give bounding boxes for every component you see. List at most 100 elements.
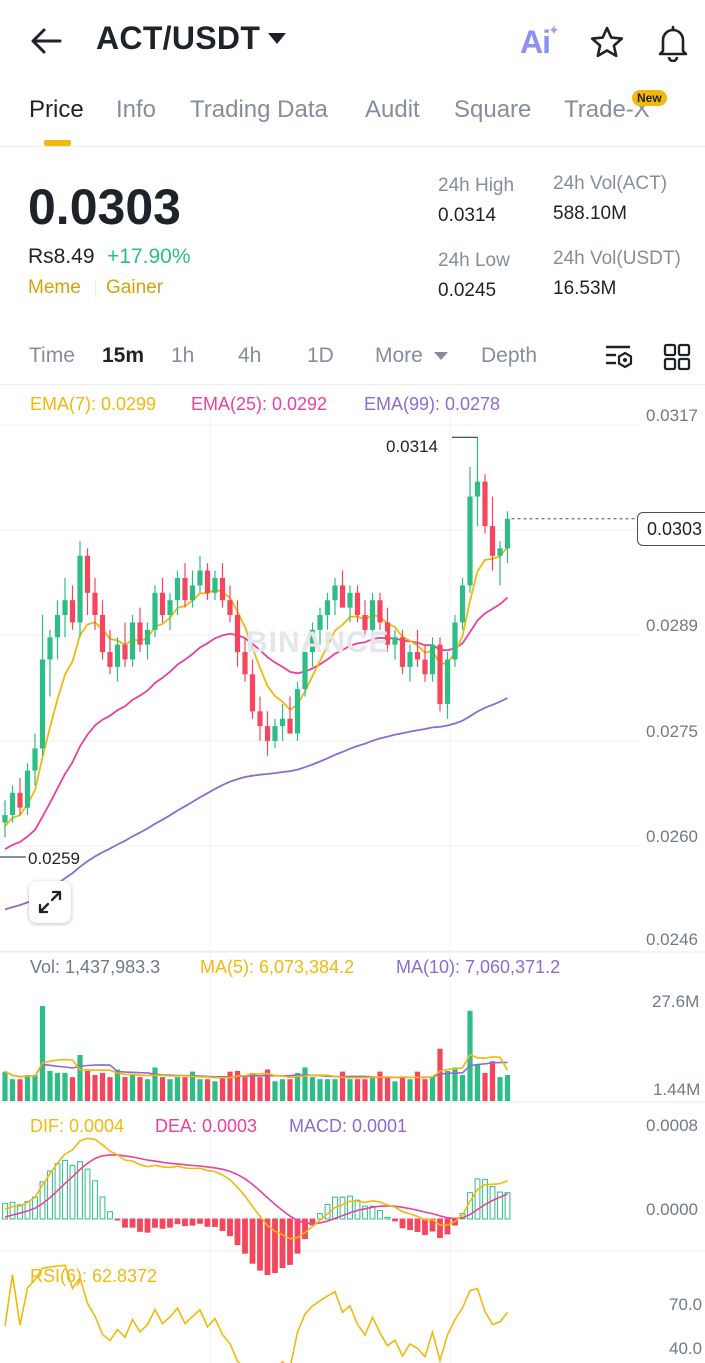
- tab-trading-data[interactable]: Trading Data: [190, 96, 328, 123]
- high-label: 24h High: [438, 175, 515, 196]
- volume-bar: [54, 1072, 61, 1101]
- macd-histogram-bar: [182, 1218, 188, 1227]
- macd-histogram-bar: [159, 1218, 166, 1229]
- volume-bar: [294, 1072, 301, 1101]
- volume-bar: [62, 1072, 68, 1101]
- volume-bar: [17, 1079, 23, 1101]
- candle: [9, 792, 16, 816]
- macd-histogram-bar: [437, 1218, 443, 1239]
- tab-indicator: [44, 140, 71, 146]
- vol-quote-value: 16.53M: [553, 278, 617, 299]
- macd-histogram-bar: [2, 1202, 8, 1220]
- ai-icon[interactable]: Ai: [520, 24, 551, 60]
- layout-button[interactable]: [662, 342, 692, 372]
- star-button[interactable]: [588, 24, 626, 62]
- volume-bar: [9, 1079, 16, 1101]
- candle: [489, 526, 496, 556]
- interval-1h[interactable]: 1h: [171, 344, 195, 367]
- macd-histogram-bar: [377, 1210, 383, 1220]
- candle: [437, 644, 443, 704]
- volume-bar: [197, 1079, 203, 1101]
- candle: [474, 481, 481, 497]
- macd-histogram-bar: [152, 1218, 158, 1228]
- interval-15m[interactable]: 15m: [102, 344, 145, 367]
- candle: [279, 718, 286, 727]
- volume-bar: [317, 1079, 323, 1101]
- macd-histogram-bar: [264, 1218, 271, 1276]
- volume-bar: [182, 1077, 188, 1101]
- divider: [0, 384, 705, 385]
- candle: [482, 481, 488, 527]
- macd-histogram-bar: [497, 1191, 503, 1220]
- tab-depth[interactable]: Depth: [481, 344, 538, 367]
- volume-bar: [249, 1072, 256, 1101]
- tag-meme[interactable]: Meme: [28, 277, 81, 298]
- vol-base-value: 588.10M: [553, 203, 627, 224]
- macd-histogram-bar: [504, 1192, 511, 1220]
- interval-1d[interactable]: 1D: [307, 344, 334, 367]
- volume-bar: [129, 1075, 136, 1101]
- low-marker: 0.0259: [28, 849, 80, 868]
- volume-bar: [392, 1081, 398, 1101]
- chart-settings-icon: [606, 345, 633, 369]
- tab-price[interactable]: Price: [29, 96, 84, 123]
- candle: [99, 615, 106, 653]
- volume-bar: [227, 1071, 233, 1101]
- tag-gainer[interactable]: Gainer: [106, 277, 164, 298]
- candle: [317, 615, 323, 630]
- volume-bar: [332, 1079, 338, 1101]
- ema25-line: [4, 596, 509, 850]
- chart-settings-button[interactable]: [604, 342, 634, 372]
- macd-histogram-bar: [309, 1218, 316, 1226]
- volume-bar: [279, 1079, 286, 1101]
- interval-time[interactable]: Time: [29, 344, 75, 367]
- volume-bar: [99, 1072, 106, 1101]
- macd-histogram-bar: [302, 1218, 308, 1240]
- pair-title[interactable]: ACT/USDT: [96, 20, 261, 56]
- macd-histogram-bar: [114, 1218, 121, 1221]
- back-button[interactable]: [28, 26, 64, 56]
- candle: [107, 652, 113, 667]
- interval-4h[interactable]: 4h: [238, 344, 262, 367]
- volume-bar: [444, 1070, 451, 1101]
- volume-bar: [39, 1006, 46, 1101]
- candle: [497, 548, 503, 556]
- low-value: 0.0245: [438, 280, 497, 301]
- dea-line: [4, 1154, 508, 1225]
- macd-histogram-bar: [242, 1218, 248, 1254]
- divider: [0, 146, 705, 147]
- ema99-line: [4, 697, 508, 911]
- candle: [39, 659, 46, 749]
- alert-button[interactable]: [654, 22, 692, 62]
- candle: [392, 637, 398, 645]
- volume-bar: [302, 1067, 308, 1101]
- macd-histogram-bar: [399, 1218, 406, 1229]
- volume-bar: [422, 1079, 428, 1101]
- volume-bar: [107, 1077, 113, 1101]
- candle: [137, 622, 143, 645]
- vol-ma5-line: [4, 1053, 509, 1079]
- candle: [84, 555, 91, 593]
- macd-histogram-bar: [129, 1218, 136, 1228]
- fullscreen-button[interactable]: [29, 881, 71, 923]
- volume-bar: [504, 1075, 511, 1101]
- candle: [17, 792, 23, 808]
- tab-audit[interactable]: Audit: [365, 96, 420, 123]
- candle: [204, 570, 211, 593]
- ma5-label: MA(5): 6,073,384.2: [200, 957, 355, 977]
- chevron-down-icon[interactable]: [268, 33, 286, 44]
- volume-bar: [219, 1077, 226, 1101]
- interval-more[interactable]: More: [375, 344, 423, 367]
- macd-histogram-bar: [69, 1164, 76, 1220]
- macd-histogram-bar: [489, 1186, 496, 1220]
- volume-bar: [272, 1081, 278, 1101]
- ema99-label: EMA(99): 0.0278: [364, 394, 501, 414]
- tab-square[interactable]: Square: [454, 96, 532, 123]
- ai-sparkle: ✦: [548, 22, 560, 38]
- price-axis-label: 0.0317: [646, 406, 698, 425]
- candle: [47, 637, 53, 660]
- volume-bar: [309, 1077, 316, 1101]
- tab-info[interactable]: Info: [116, 96, 157, 123]
- macd-histogram-bar: [339, 1196, 346, 1220]
